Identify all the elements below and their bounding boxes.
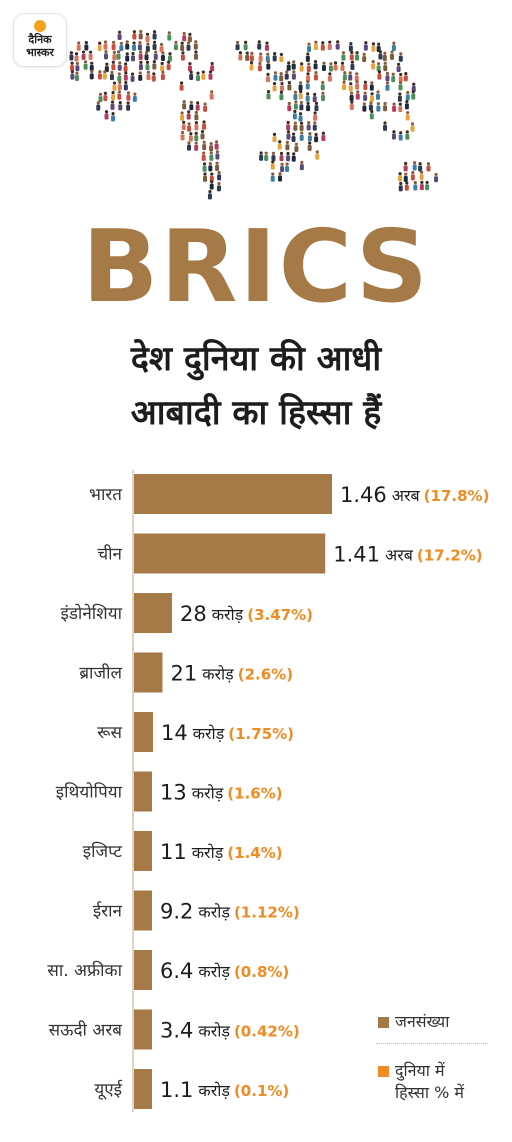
value-label-10: 1.1: [160, 1078, 193, 1102]
percent-label-6: (1.4%): [227, 844, 282, 862]
legend-share-label-1: दुनिया में: [395, 1061, 445, 1080]
crowd-people: [69, 29, 439, 200]
category-label-5: इथियोपिया: [56, 782, 123, 803]
category-label-0: भारत: [89, 485, 122, 505]
bar-6: [134, 831, 152, 871]
unit-label-2: करोड़: [212, 605, 244, 624]
category-label-3: ब्राजील: [79, 663, 122, 684]
unit-label-7: करोड़: [198, 903, 230, 922]
percent-label-1: (17.2%): [417, 547, 483, 565]
legend-share: दुनिया में हिस्सा % में: [378, 1060, 464, 1104]
bar-8: [134, 950, 152, 990]
bar-1: [134, 533, 326, 574]
category-label-10: यूएई: [94, 1079, 123, 1100]
percent-label-2: (3.47%): [247, 606, 313, 624]
category-label-2: इंडोनेशिया: [60, 603, 122, 624]
category-label-9: सऊदी अरब: [49, 1020, 123, 1041]
unit-label-6: करोड़: [192, 843, 224, 862]
logo-text-line2: भास्कर: [26, 46, 54, 59]
percent-label-9: (0.42%): [234, 1023, 300, 1041]
bar-10: [134, 1069, 152, 1109]
value-label-7: 9.2: [160, 900, 193, 924]
bar-4: [134, 712, 153, 752]
legend-share-swatch: [378, 1066, 389, 1077]
percent-label-10: (0.1%): [234, 1082, 289, 1100]
bar-0: [134, 474, 332, 514]
legend-population: जनसंख्या: [378, 1010, 449, 1032]
value-label-8: 6.4: [160, 959, 193, 983]
value-label-6: 11: [160, 840, 187, 864]
dainik-bhaskar-logo: दैनिक भास्कर: [14, 14, 66, 66]
legend-divider: [376, 1043, 488, 1044]
bar-9: [134, 1009, 152, 1050]
value-label-3: 21: [170, 662, 197, 686]
unit-label-5: करोड़: [192, 784, 224, 803]
value-label-2: 28: [180, 602, 207, 626]
percent-label-8: (0.8%): [234, 963, 289, 981]
brics-heading: BRICS: [82, 208, 430, 325]
bar-5: [134, 771, 152, 812]
percent-label-7: (1.12%): [234, 904, 300, 922]
legend-population-swatch: [378, 1017, 389, 1028]
title-line-2: आबादी का हिस्सा हैं: [130, 393, 382, 433]
value-label-4: 14: [161, 721, 188, 745]
sun-icon: [34, 20, 46, 32]
category-label-6: इजिप्ट: [83, 841, 123, 862]
percent-label-0: (17.8%): [424, 487, 490, 505]
logo-text-line1: दैनिक: [28, 33, 52, 46]
value-label-1: 1.41: [333, 543, 380, 567]
category-label-4: रूस: [97, 723, 122, 743]
bar-3: [134, 652, 163, 693]
unit-label-9: करोड़: [198, 1022, 230, 1041]
value-label-9: 3.4: [160, 1019, 193, 1043]
percent-label-5: (1.6%): [227, 785, 282, 803]
unit-label-1: अरब: [385, 546, 414, 565]
category-label-8: सा. अफ्रीका: [47, 960, 122, 981]
unit-label-0: अरब: [392, 486, 421, 505]
percent-label-4: (1.75%): [228, 725, 294, 743]
category-label-7: ईरान: [93, 901, 123, 922]
legend-population-label: जनसंख्या: [395, 1012, 450, 1031]
percent-label-3: (2.6%): [238, 666, 293, 684]
value-label-5: 13: [160, 781, 187, 805]
legend-share-label-2: हिस्सा % में: [395, 1083, 464, 1102]
unit-label-8: करोड़: [198, 962, 230, 981]
category-label-1: चीन: [97, 544, 122, 565]
bar-7: [134, 890, 152, 931]
unit-label-4: करोड़: [193, 724, 225, 743]
unit-label-3: करोड़: [202, 665, 234, 684]
bar-2: [134, 593, 172, 633]
unit-label-10: करोड़: [198, 1081, 230, 1100]
value-label-0: 1.46: [340, 483, 387, 507]
title-line-1: देश दुनिया की आधी: [130, 339, 382, 379]
crowd-world-map-illustration: [69, 29, 439, 200]
